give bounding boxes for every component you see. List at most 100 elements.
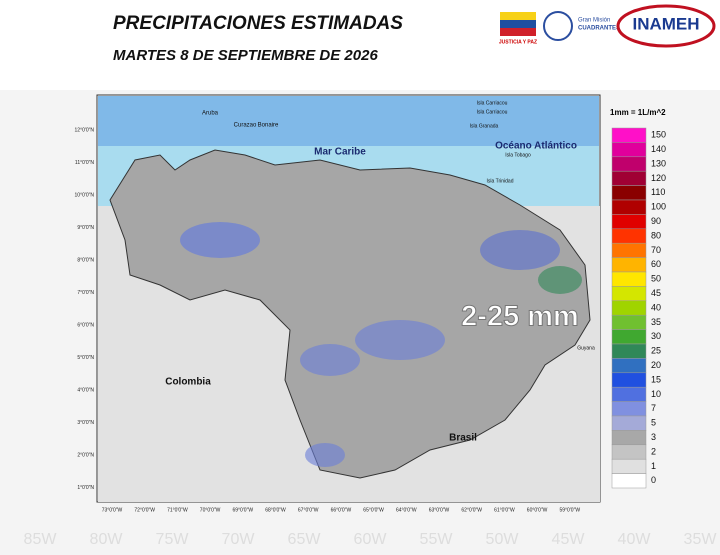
legend-label: 110: [651, 187, 665, 197]
place-label: Curazao: [234, 123, 257, 129]
lat-label: 4°0'0"N: [77, 387, 94, 393]
legend-label: 2: [651, 446, 656, 456]
rain-area: [355, 320, 445, 360]
place-label: Isla Trinidad: [487, 178, 514, 184]
legend-swatch: [611, 358, 647, 374]
lat-label: 5°0'0"N: [77, 355, 94, 361]
legend-swatch: [611, 343, 647, 359]
legend-label: 40: [651, 302, 661, 312]
lon-label: 61°0'0"W: [494, 507, 515, 513]
legend-label: 5: [651, 418, 656, 428]
background-label: 70W: [222, 531, 256, 548]
legend-swatch: [611, 473, 647, 489]
legend-label: 70: [651, 245, 661, 255]
lon-label: 71°0'0"W: [167, 507, 188, 513]
place-label: Océano Atlántico: [495, 141, 577, 152]
logo-ellipse: [616, 4, 716, 48]
lon-label: 67°0'0"W: [298, 507, 319, 513]
map: 2-25 mm Aruba Curazao Bonaire Isla Carriaco…: [75, 94, 601, 513]
legend-label: 80: [651, 230, 661, 240]
background-label: 80W: [90, 531, 124, 548]
lon-label: 59°0'0"W: [560, 507, 581, 513]
lat-label: 1°0'0"N: [77, 485, 94, 491]
rain-area: [538, 266, 582, 294]
lat-label: 3°0'0"N: [77, 420, 94, 426]
lon-label: 60°0'0"W: [527, 507, 548, 513]
lon-label: 73°0'0"W: [102, 507, 123, 513]
flag-stripe: [500, 20, 536, 28]
legend-swatch: [611, 214, 647, 230]
legend-swatch: [611, 286, 647, 302]
legend-label: 20: [651, 360, 661, 370]
legend-swatch: [611, 185, 647, 201]
legend-swatch: [611, 401, 647, 417]
lon-label: 66°0'0"W: [331, 507, 352, 513]
lat-label: 10°0'0"N: [75, 192, 95, 198]
legend-swatch: [611, 372, 647, 388]
legend-label: 35: [651, 317, 661, 327]
lat-label: 11°0'0"N: [75, 160, 94, 166]
legend-swatch: [611, 127, 647, 143]
place-label: Isla Carriacou: [477, 109, 508, 115]
sea-deep: [98, 96, 599, 146]
place-label: Aruba: [202, 111, 219, 117]
background-label: 65W: [288, 531, 322, 548]
lat-label: 7°0'0"N: [77, 290, 94, 296]
place-label: Colombia: [165, 377, 211, 388]
place-label: Brasil: [449, 433, 477, 444]
legend-unit: 1mm = 1L/m^2: [610, 108, 666, 117]
legend-swatch: [611, 415, 647, 431]
logo-text: Gran Misión: [578, 18, 610, 24]
legend-label: 150: [651, 130, 666, 140]
lon-label: 70°0'0"W: [200, 507, 221, 513]
legend-label: 100: [651, 202, 666, 212]
logo-text: INAMEH: [632, 14, 699, 33]
lon-label: 62°0'0"W: [461, 507, 482, 513]
background-label: 45W: [552, 531, 586, 548]
legend-label: 10: [651, 389, 661, 399]
legend-swatch: [611, 142, 647, 158]
place-label: Isla Carriacou: [477, 100, 508, 106]
background-label: 35W: [684, 531, 718, 548]
legend-swatch: [611, 156, 647, 172]
legend-swatch: [611, 300, 647, 316]
lon-label: 65°0'0"W: [363, 507, 384, 513]
place-label: Isla Granada: [470, 123, 499, 129]
legend-label: 0: [651, 475, 656, 485]
title: PRECIPITACIONES ESTIMADAS: [113, 13, 403, 34]
lon-label: 64°0'0"W: [396, 507, 417, 513]
legend-label: 45: [651, 288, 661, 298]
legend-label: 120: [651, 173, 666, 183]
legend-label: 50: [651, 274, 661, 284]
legend-swatch: [611, 314, 647, 330]
legend-swatch: [611, 199, 647, 215]
lat-label: 2°0'0"N: [77, 452, 94, 458]
legend-swatch: [611, 170, 647, 186]
legend-label: 130: [651, 158, 666, 168]
logo-circle: [543, 11, 573, 41]
logo-text: CUADRANTES DE PAZ: [578, 26, 644, 32]
place-label: Isla Tobago: [505, 152, 531, 158]
legend-swatch: [611, 430, 647, 446]
subtitle: MARTES 8 DE SEPTIEMBRE DE 2026: [113, 47, 378, 64]
legend-label: 30: [651, 331, 661, 341]
legend-label: 7: [651, 403, 656, 413]
legend-label: 1: [651, 461, 656, 471]
rain-area: [480, 230, 560, 270]
legend-swatch: [611, 271, 647, 287]
place-label: Mar Caribe: [314, 147, 366, 158]
rain-area: [180, 222, 260, 258]
rain-area: [300, 344, 360, 376]
background-label: 50W: [486, 531, 520, 548]
legend-swatch: [611, 444, 647, 460]
legend-label: 90: [651, 216, 661, 226]
legend-label: 25: [651, 346, 661, 356]
logo-text: JUSTICIA Y PAZ: [499, 39, 537, 45]
legend-label: 15: [651, 374, 661, 384]
legend-label: 140: [651, 144, 666, 154]
background-label: 60W: [354, 531, 388, 548]
flag-stripe: [500, 28, 536, 36]
legend-swatch: [611, 242, 647, 258]
legend-label: 3: [651, 432, 656, 442]
annotation: 2-25 mm: [461, 301, 579, 333]
